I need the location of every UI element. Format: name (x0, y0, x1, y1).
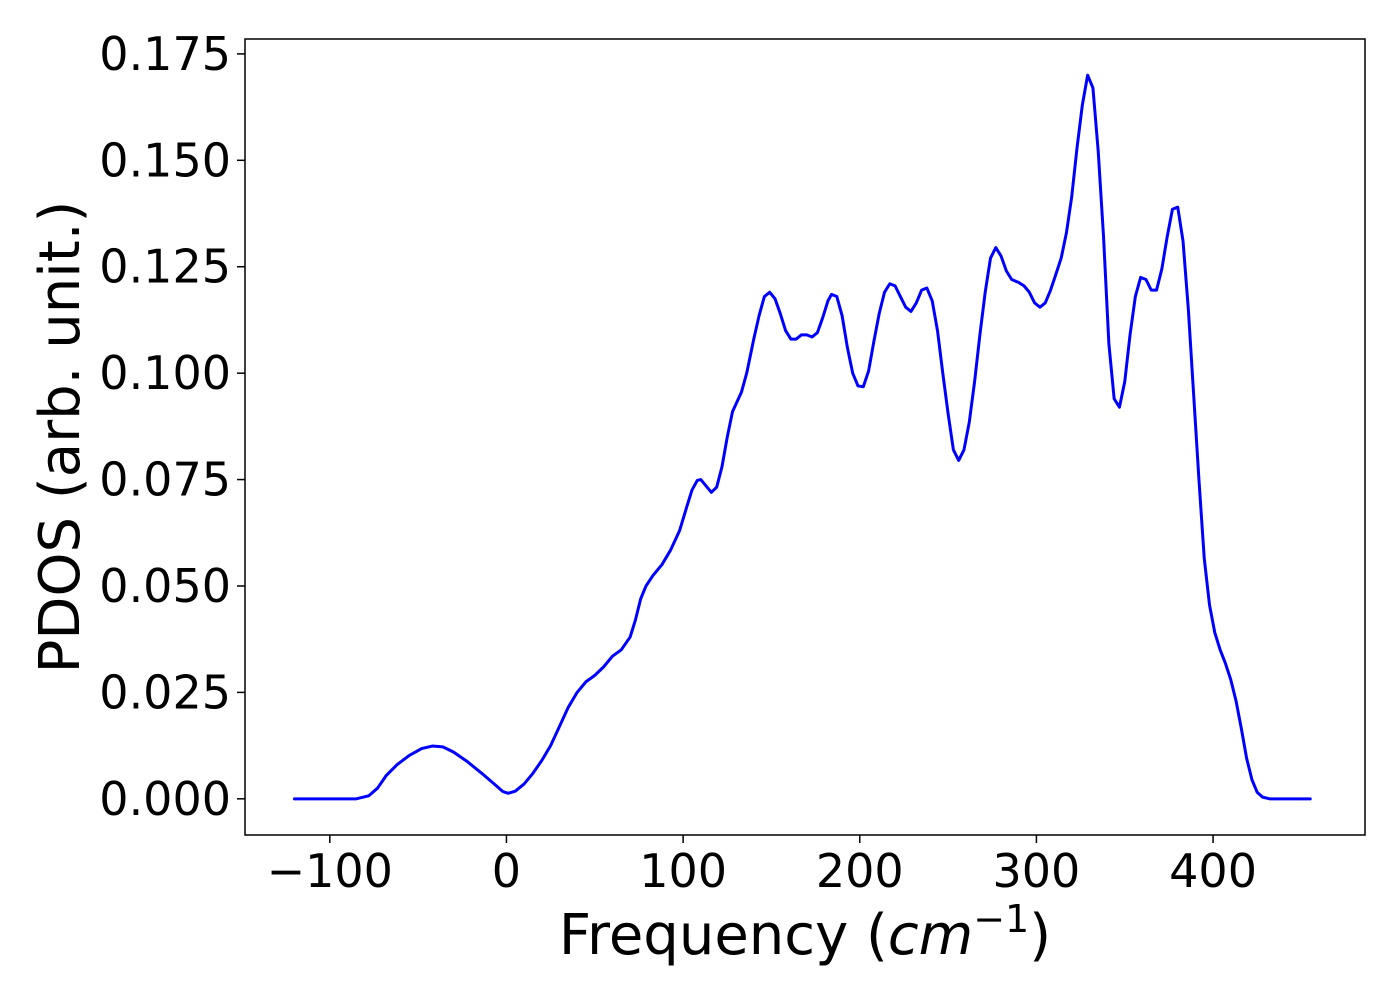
y-axis-title: PDOS (arb. unit.) (28, 201, 93, 674)
x-axis-title-suffix: ) (1029, 903, 1051, 968)
x-axis-title-prefix: Frequency ( (559, 903, 888, 968)
x-tick-label: 400 (1169, 844, 1257, 898)
y-tick-label: 0.025 (99, 665, 231, 719)
series-layer (292, 73, 1312, 801)
x-axis: −100 0 100 200 300 400 (267, 835, 1257, 898)
x-axis-title: Frequency (cm−1) (559, 897, 1051, 968)
y-tick-label: 0.100 (99, 346, 231, 400)
x-tick-label: 100 (639, 844, 727, 898)
y-tick-label: 0.075 (99, 453, 231, 507)
y-tick-label: 0.125 (99, 240, 231, 294)
x-tick-label: 300 (993, 844, 1081, 898)
y-tick-label: 0.050 (99, 559, 231, 613)
x-tick-label: −100 (267, 844, 393, 898)
y-tick-label: 0.175 (99, 27, 231, 81)
x-axis-title-unit: cm (888, 903, 973, 968)
y-tick-label: 0.000 (99, 772, 231, 826)
y-tick-label: 0.150 (99, 133, 231, 187)
x-tick-label: 0 (492, 844, 521, 898)
pdos-series-line (292, 73, 1312, 801)
x-axis-title-exponent: −1 (973, 897, 1029, 941)
plot-frame (244, 38, 1366, 836)
y-axis: 0.000 0.025 0.050 0.075 0.100 0.125 0.150 0.175 (99, 27, 245, 826)
x-tick-label: 200 (816, 844, 904, 898)
